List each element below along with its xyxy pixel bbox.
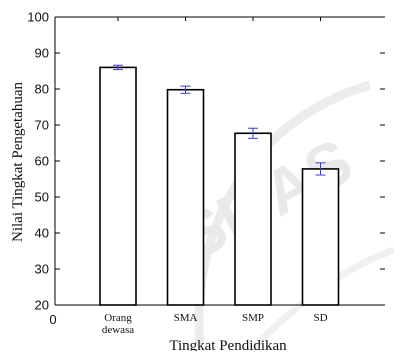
y-tick-labels: 20 30 40 50 60 70 80 90 100 bbox=[27, 10, 49, 313]
y-tick-label: 50 bbox=[35, 190, 49, 205]
x-tick-label-line: SMP bbox=[242, 312, 264, 324]
bar bbox=[301, 168, 340, 306]
error-bars bbox=[113, 64, 326, 176]
y-axis-label: Nilai Tingkat Pengetahuan bbox=[10, 82, 26, 242]
x-tick-label: Orang dewasa bbox=[102, 312, 134, 336]
x-tick-label: SMA bbox=[174, 312, 198, 324]
y-tick-label: 70 bbox=[35, 118, 49, 133]
bar bbox=[99, 66, 137, 306]
y-tick-label: 20 bbox=[35, 298, 49, 313]
y-tick-label: 30 bbox=[35, 262, 49, 277]
x-tick-label-line: SD bbox=[313, 312, 327, 324]
x-tick-labels: Orang dewasa SMA SMP SD bbox=[102, 312, 328, 336]
y-tick-label: 90 bbox=[35, 46, 49, 61]
bar bbox=[234, 132, 272, 306]
x-origin-label: 0 bbox=[49, 312, 56, 327]
x-tick-label-line: Orang bbox=[104, 312, 132, 324]
y-tick-label: 100 bbox=[27, 10, 49, 25]
x-tick-label: SD bbox=[313, 312, 327, 324]
y-tick-label: 60 bbox=[35, 154, 49, 169]
y-tick-label: 80 bbox=[35, 82, 49, 97]
x-tick-label: SMP bbox=[242, 312, 264, 324]
x-axis-label: Tingkat Pendidikan bbox=[169, 338, 287, 351]
bar bbox=[166, 88, 205, 306]
x-tick-label-line: SMA bbox=[174, 312, 198, 324]
y-tick-label: 40 bbox=[35, 226, 49, 241]
x-tick-label-line: dewasa bbox=[102, 324, 134, 336]
